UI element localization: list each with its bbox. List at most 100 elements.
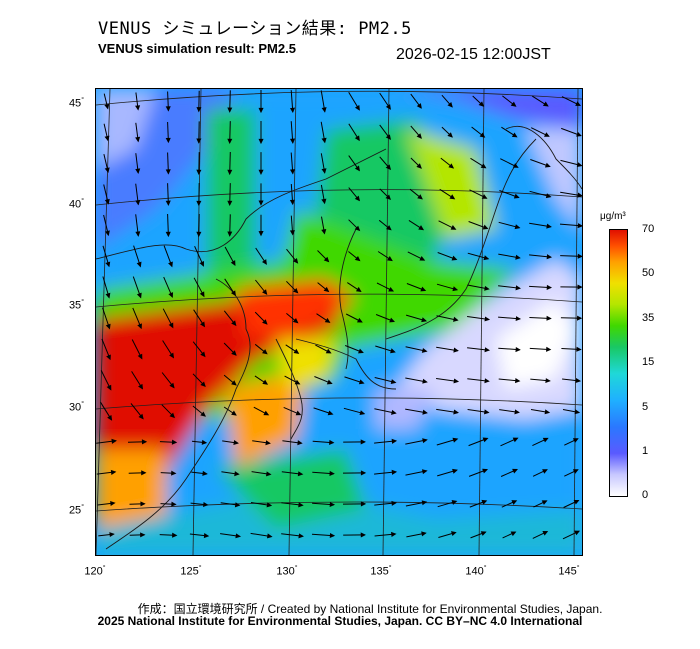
wind-arrowhead — [137, 323, 142, 330]
wind-arrowhead — [141, 470, 147, 476]
colorbar-label-5: 5 — [642, 401, 649, 413]
wind-arrowhead — [200, 321, 206, 328]
wind-arrowhead — [321, 228, 327, 235]
map-canvas — [96, 89, 582, 555]
wind-arrowhead — [451, 255, 458, 261]
lat-label-35: 35° — [68, 299, 84, 312]
wind-arrowhead — [261, 259, 267, 265]
wind-arrowhead — [356, 317, 363, 323]
lat-label-45: 45° — [68, 97, 84, 110]
wind-arrowhead — [574, 409, 581, 415]
wind-arrowhead — [297, 471, 304, 477]
lat-label-30: 30° — [68, 401, 84, 414]
wind-arrowhead — [391, 500, 397, 506]
wind-arrowhead — [289, 199, 295, 206]
wind-arrowhead — [576, 315, 582, 321]
wind-arrowhead — [354, 165, 360, 172]
wind-arrowhead — [422, 409, 428, 415]
wind-arrowhead — [354, 225, 361, 232]
wind-arrowhead — [576, 162, 582, 168]
wind-arrowhead — [544, 409, 551, 415]
lon-label-130: 130° — [276, 565, 298, 578]
wind-arrowhead — [510, 101, 517, 107]
wind-arrowhead — [391, 409, 397, 415]
wind-arrowhead — [196, 200, 202, 207]
wind-arrowhead — [171, 470, 177, 476]
wind-arrowhead — [576, 346, 582, 352]
wind-arrowhead — [481, 499, 488, 505]
wind-arrowhead — [106, 354, 111, 361]
wind-arrowhead — [325, 348, 332, 354]
wind-arrowhead — [200, 411, 206, 417]
wind-arrowhead — [577, 223, 582, 229]
wind-arrowhead — [200, 351, 206, 358]
wind-arrowhead — [295, 410, 302, 416]
lon-label-135: 135° — [370, 565, 392, 578]
wind-arrowhead — [573, 500, 580, 505]
wind-arrowhead — [135, 231, 141, 237]
wind-arrowhead — [104, 103, 110, 110]
wind-arrowhead — [511, 500, 518, 505]
wind-arrowhead — [321, 107, 327, 113]
wind-arrowhead — [266, 533, 273, 539]
coastlines — [96, 125, 582, 550]
wind-arrowhead — [451, 499, 458, 505]
wind-arrowhead — [107, 414, 113, 421]
copyright-line: 2025 National Institute for Environmenta… — [97, 614, 583, 628]
wind-arrowhead — [480, 531, 487, 536]
forecast-timestamp: 2026-02-15 12:00JST — [396, 46, 551, 63]
wind-arrowhead — [542, 469, 548, 474]
wind-arrowhead — [484, 316, 491, 322]
wind-arrowhead — [165, 106, 171, 112]
wind-arrowhead — [321, 137, 327, 144]
wind-arrowhead — [321, 168, 327, 174]
title-japanese: VENUS シミュレーション結果: PM2.5 — [98, 19, 412, 39]
wind-arrowhead — [480, 163, 487, 169]
wind-arrowhead — [572, 438, 579, 443]
wind-arrowhead — [294, 379, 301, 385]
wind-arrowhead — [135, 168, 141, 174]
wind-arrowhead — [106, 384, 112, 391]
wind-arrowhead — [329, 439, 335, 445]
wind-arrowhead — [360, 439, 366, 445]
wind-arrowhead — [512, 468, 518, 474]
wind-arrowhead — [510, 531, 517, 537]
wind-arrowhead — [104, 167, 110, 174]
wind-arrowhead — [168, 292, 174, 298]
lat-label-40: 40° — [68, 198, 84, 211]
wind-arrowhead — [542, 530, 549, 536]
wind-arrowhead — [481, 194, 488, 199]
wind-arrowhead — [422, 378, 428, 384]
wind-arrowhead — [230, 260, 236, 267]
wind-arrowhead — [203, 501, 209, 508]
wind-arrowhead — [135, 199, 141, 206]
wind-arrowhead — [233, 440, 239, 446]
wind-arrowhead — [329, 532, 336, 538]
wind-arrowhead — [293, 348, 300, 354]
wind-arrowhead — [453, 409, 459, 415]
wind-arrowhead — [292, 258, 299, 264]
wind-arrowhead — [484, 285, 490, 291]
wind-arrowhead — [109, 532, 115, 538]
wind-arrowhead — [231, 320, 237, 327]
wind-arrowhead — [196, 107, 202, 113]
wind-arrowhead — [546, 346, 552, 352]
wind-arrowhead — [196, 231, 202, 238]
wind-arrowhead — [546, 315, 552, 321]
wind-arrowhead — [199, 261, 205, 267]
wind-arrowhead — [326, 379, 333, 385]
wind-arrowhead — [453, 347, 459, 353]
wind-arrowhead — [545, 193, 552, 199]
wind-arrowhead — [165, 200, 171, 206]
wind-arrowhead — [358, 348, 364, 354]
wind-arrowhead — [450, 531, 457, 536]
wind-arrowhead — [575, 378, 582, 384]
wind-arrowhead — [235, 533, 242, 539]
wind-arrowhead — [515, 316, 522, 322]
wind-arrowhead — [168, 322, 174, 329]
wind-arrowhead — [354, 104, 360, 111]
wind-arrowhead — [515, 346, 521, 353]
wind-arrowhead — [258, 200, 264, 206]
wind-arrowhead — [227, 231, 233, 237]
lon-label-140: 140° — [465, 565, 487, 578]
